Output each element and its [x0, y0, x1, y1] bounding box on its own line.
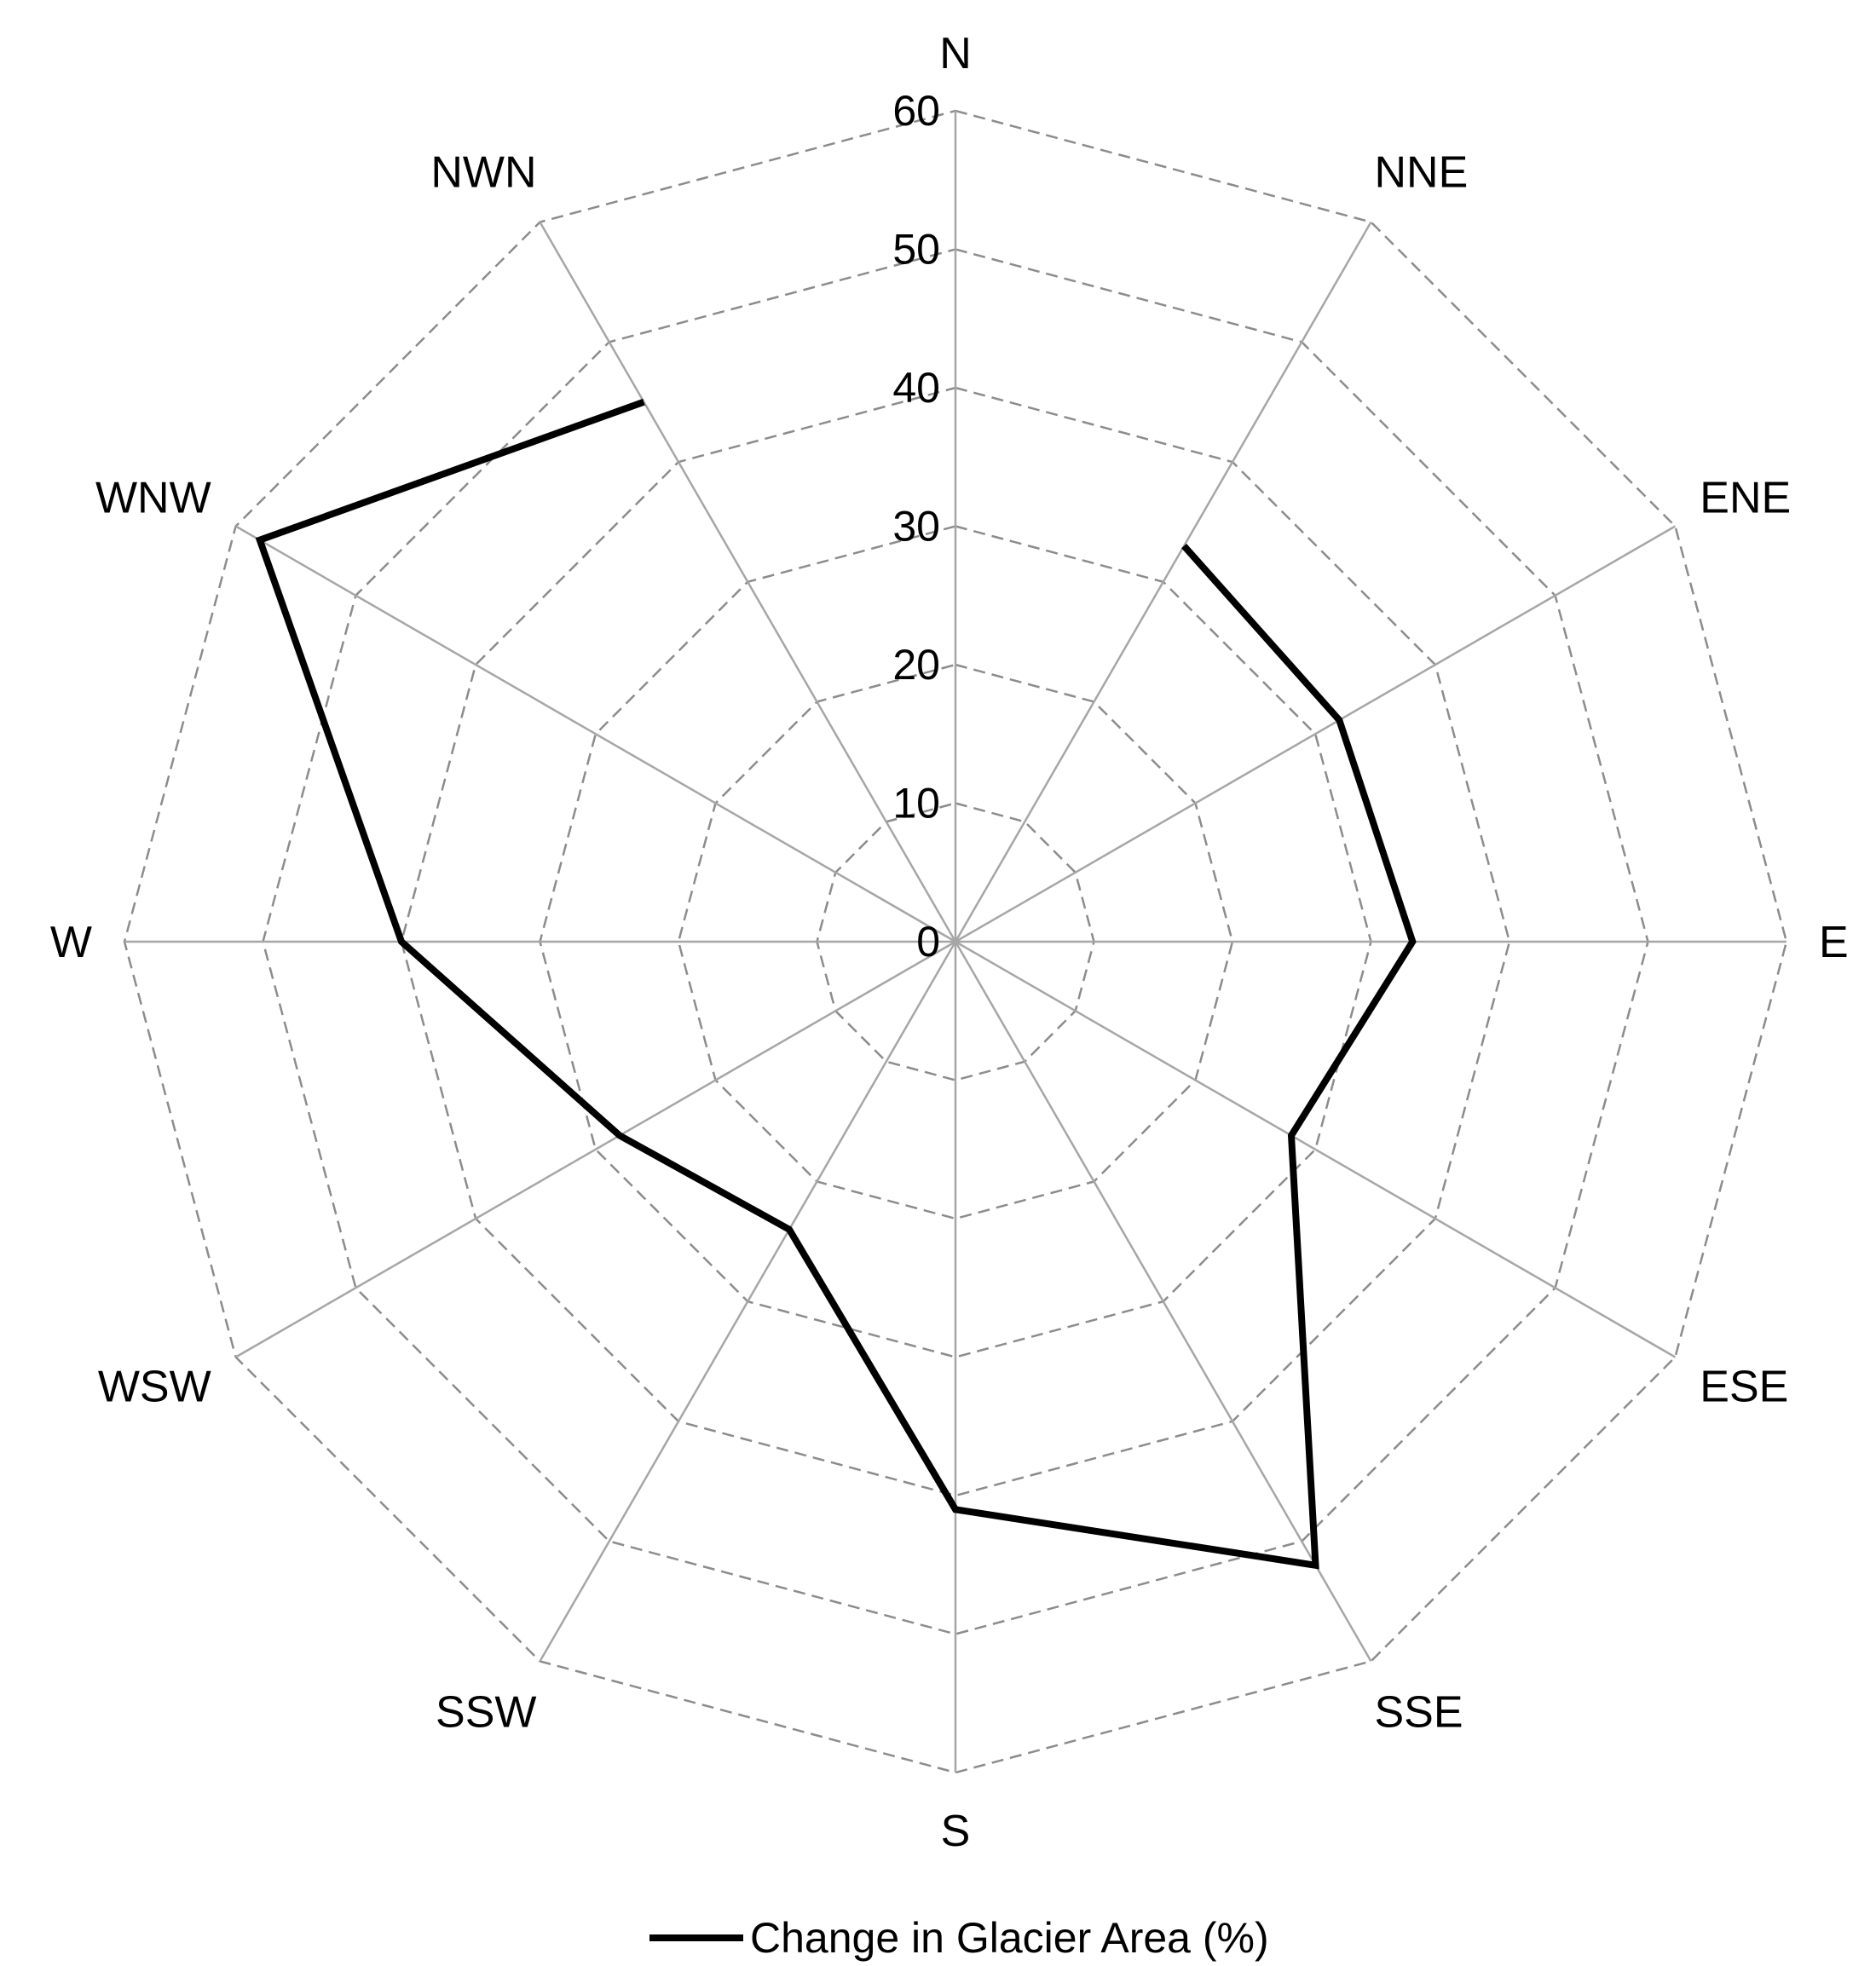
axis-spokes	[124, 111, 1787, 1773]
axis-spoke	[234, 525, 956, 943]
tick-label: 20	[892, 641, 940, 689]
category-label: N	[939, 29, 972, 78]
radial-tick-labels: 0 10 20 30 40 50 60	[892, 87, 940, 966]
category-label: S	[941, 1807, 971, 1856]
axis-spoke	[539, 221, 957, 943]
legend: Change in Glacier Area (%)	[649, 1914, 1269, 1962]
category-label: SSW	[436, 1687, 536, 1737]
category-label: W	[50, 918, 92, 967]
series-layer	[255, 398, 1417, 1570]
tick-label: 30	[892, 503, 940, 551]
category-label: ESE	[1700, 1363, 1788, 1412]
axis-spoke	[955, 525, 1677, 943]
category-label: WSW	[98, 1363, 211, 1412]
category-label: E	[1819, 918, 1849, 967]
legend-label: Change in Glacier Area (%)	[750, 1914, 1269, 1962]
axis-spoke	[954, 941, 1372, 1663]
axis-spoke	[234, 940, 956, 1358]
category-labels: N NNE ENE E ESE SSE S SSW WSW W WNW NWN	[50, 29, 1849, 1856]
tick-label: 0	[916, 918, 940, 966]
axis-spoke	[539, 941, 957, 1663]
category-label: ENE	[1700, 474, 1791, 523]
tick-label: 10	[892, 780, 940, 827]
category-label: WNW	[95, 474, 211, 523]
tick-label: 40	[892, 364, 940, 412]
tick-label: 50	[892, 226, 940, 274]
axis-spoke	[954, 221, 1372, 943]
category-label: SSE	[1375, 1687, 1463, 1737]
category-label: NWN	[430, 148, 536, 198]
series-line	[255, 398, 1417, 1570]
category-label: NNE	[1375, 148, 1469, 198]
axis-spoke	[955, 940, 1677, 1358]
tick-label: 60	[892, 87, 940, 135]
